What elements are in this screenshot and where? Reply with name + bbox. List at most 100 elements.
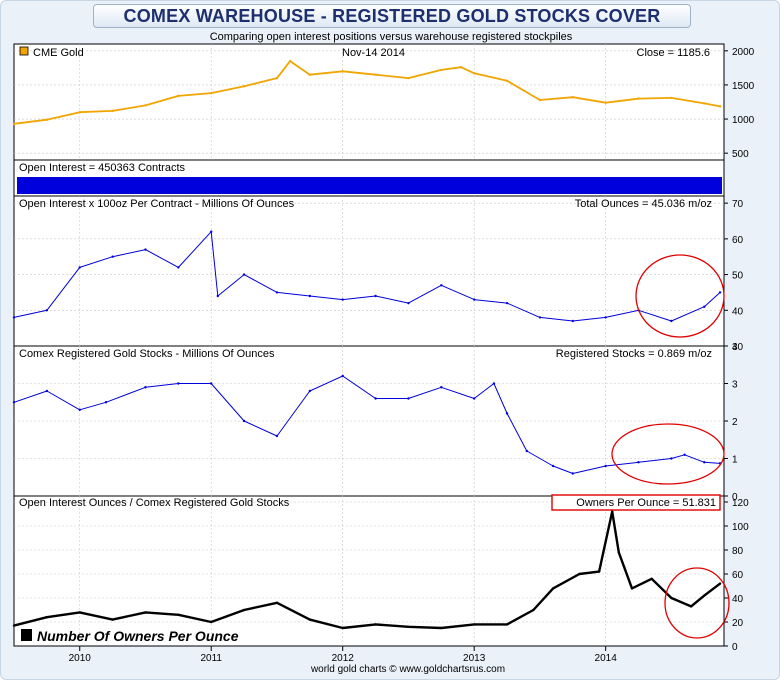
data-point-total-ounces-14	[440, 284, 443, 287]
data-point-registered-stocks-7	[242, 419, 246, 423]
y-tick-label-owners-0: 0	[732, 642, 738, 653]
panel-registered-stocks	[13, 345, 725, 497]
data-point-owners-2	[78, 611, 81, 614]
data-point-registered-stocks-23	[683, 453, 686, 456]
x-tick-label-2011: 2011	[200, 653, 222, 664]
data-point-total-ounces-17	[538, 316, 542, 319]
data-point-owners-27	[718, 582, 722, 585]
y-tick-label-owners-120: 120	[732, 498, 749, 509]
data-point-gold-3	[111, 109, 114, 113]
data-point-gold-1	[45, 118, 49, 121]
x-tick-label-2014: 2014	[595, 653, 618, 664]
data-point-owners-4	[144, 611, 147, 614]
data-point-owners-11	[374, 623, 377, 626]
data-point-registered-stocks-3	[104, 401, 108, 404]
data-point-owners-7	[242, 608, 246, 612]
data-point-total-ounces-4	[144, 248, 147, 251]
series-line-total-ounces	[13, 231, 721, 322]
data-point-gold-16	[472, 72, 476, 75]
y-tick-label-registered-stocks-3: 3	[732, 380, 738, 391]
data-point-registered-stocks-21	[637, 461, 640, 464]
data-point-registered-stocks-0	[12, 401, 16, 404]
data-point-total-ounces-19	[604, 316, 607, 319]
data-point-registered-stocks-19	[571, 472, 574, 475]
data-point-owners-1	[45, 616, 49, 619]
y-tick-label-registered-stocks-1: 1	[732, 455, 738, 466]
data-point-total-ounces-23	[718, 291, 722, 294]
data-point-gold-7	[242, 85, 246, 88]
owners-legend-swatch	[21, 629, 32, 641]
data-point-total-ounces-15	[472, 298, 476, 301]
data-point-gold-4	[144, 104, 147, 107]
data-point-registered-stocks-24	[703, 461, 706, 464]
y-tick-label-registered-stocks-4: 4	[732, 342, 738, 353]
data-point-total-ounces-16	[505, 301, 509, 305]
data-point-gold-23	[703, 102, 706, 105]
data-point-owners-13	[440, 626, 443, 630]
y-tick-label-gold-1000: 1000	[732, 115, 755, 126]
data-point-gold-10	[308, 73, 312, 76]
data-point-owners-17	[551, 587, 555, 590]
data-point-owners-26	[703, 594, 706, 597]
data-point-gold-17	[505, 79, 509, 83]
data-point-owners-6	[210, 620, 213, 624]
data-point-registered-stocks-17	[525, 449, 528, 453]
data-point-owners-8	[275, 601, 279, 604]
data-point-registered-stocks-8	[275, 434, 279, 438]
data-point-total-ounces-13	[407, 301, 410, 305]
open-interest-readout: Open Interest = 450363 Contracts	[19, 162, 186, 174]
data-point-registered-stocks-14	[472, 397, 476, 400]
data-point-total-ounces-11	[341, 298, 344, 301]
data-point-total-ounces-5	[177, 266, 180, 269]
footer-credit: world gold charts © www.goldchartsrus.co…	[310, 664, 505, 675]
data-point-gold-13	[407, 76, 410, 80]
data-point-total-ounces-0	[12, 316, 16, 319]
data-point-total-ounces-10	[308, 294, 312, 298]
data-point-registered-stocks-4	[144, 386, 147, 389]
data-point-total-ounces-7	[216, 294, 219, 298]
highlight-circle-owners	[664, 567, 730, 639]
data-point-gold-22	[670, 96, 673, 100]
data-point-owners-5	[177, 613, 180, 616]
data-point-registered-stocks-12	[407, 397, 410, 400]
owners-title: Open Interest Ounces / Comex Registered …	[19, 497, 290, 509]
data-point-registered-stocks-13	[440, 386, 443, 389]
data-point-gold-19	[571, 96, 574, 99]
gold-close-readout: Close = 1185.6	[637, 47, 711, 59]
data-point-registered-stocks-1	[45, 389, 49, 393]
y-tick-label-registered-stocks-0: 0	[732, 492, 738, 503]
data-point-registered-stocks-18	[551, 464, 555, 468]
open-interest-band	[17, 177, 722, 194]
gold-legend-swatch	[19, 46, 29, 56]
data-point-gold-11	[341, 70, 344, 73]
data-point-total-ounces-12	[374, 294, 377, 298]
y-tick-label-owners-80: 80	[732, 546, 744, 557]
y-tick-label-total-ounces-70: 70	[732, 199, 744, 210]
x-tick-label-2012: 2012	[332, 653, 355, 664]
data-point-owners-0	[12, 624, 16, 627]
data-point-registered-stocks-15	[492, 382, 496, 385]
data-point-registered-stocks-16	[505, 412, 509, 415]
title-bar: COMEX WAREHOUSE - REGISTERED GOLD STOCKS…	[93, 4, 691, 28]
y-tick-label-total-ounces-30: 30	[732, 342, 744, 353]
data-point-gold-20	[604, 101, 607, 104]
data-point-total-ounces-22	[703, 305, 706, 308]
y-tick-label-owners-40: 40	[732, 594, 744, 605]
data-point-registered-stocks-9	[308, 389, 312, 393]
registered-stocks-title: Comex Registered Gold Stocks - Millions …	[19, 348, 275, 360]
total-ounces-readout: Total Ounces = 45.036 m/oz	[575, 198, 712, 210]
highlight-circle-total-ounces	[635, 254, 725, 338]
data-point-registered-stocks-5	[177, 382, 180, 385]
data-point-total-ounces-3	[111, 255, 114, 258]
panel-owners-per-ounce	[13, 495, 725, 647]
gold-legend-label: CME Gold	[33, 47, 84, 59]
series-line-registered-stocks	[13, 375, 721, 474]
data-point-total-ounces-1	[45, 309, 49, 312]
data-point-gold-0	[12, 122, 16, 126]
axis-layer: 2010 2011 2012 2013 201450010001500200030405…	[69, 47, 755, 664]
data-point-owners-16	[532, 608, 535, 612]
gold-date-label: Nov-14 2014	[342, 47, 405, 59]
data-point-owners-20	[611, 510, 614, 513]
data-point-gold-2	[78, 111, 81, 114]
data-point-registered-stocks-11	[374, 397, 377, 400]
